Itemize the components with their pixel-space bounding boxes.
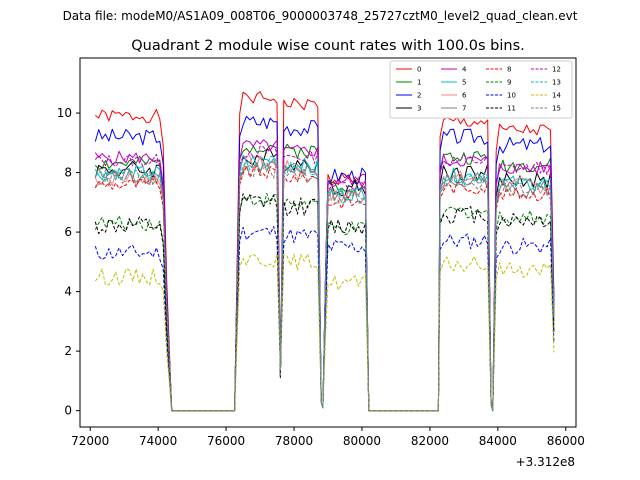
x-tick-label: 84000 bbox=[479, 434, 517, 448]
x-tick-label: 82000 bbox=[411, 434, 449, 448]
y-tick-label: 10 bbox=[57, 106, 72, 120]
legend-label-2: 2 bbox=[417, 92, 421, 100]
chart-title: Quadrant 2 module wise count rates with … bbox=[131, 38, 525, 54]
x-tick-label: 76000 bbox=[207, 434, 245, 448]
series-line-14 bbox=[94, 253, 555, 412]
legend-label-0: 0 bbox=[417, 66, 421, 74]
data-file-header: Data file: modeM0/AS1A09_008T06_90000037… bbox=[63, 9, 578, 23]
y-tick-label: 6 bbox=[64, 225, 72, 239]
x-tick-label: 86000 bbox=[547, 434, 585, 448]
legend-label-6: 6 bbox=[462, 92, 467, 100]
legend-label-11: 11 bbox=[507, 105, 516, 113]
legend-label-1: 1 bbox=[417, 79, 421, 87]
x-offset-label: +3.312e8 bbox=[516, 455, 575, 469]
y-tick-label: 2 bbox=[64, 344, 72, 358]
x-tick-label: 74000 bbox=[139, 434, 177, 448]
series-layer bbox=[94, 91, 555, 412]
legend-label-5: 5 bbox=[462, 79, 466, 87]
legend-label-13: 13 bbox=[552, 79, 561, 87]
series-line-12 bbox=[94, 145, 555, 412]
y-tick-label: 8 bbox=[64, 166, 72, 180]
legend-box bbox=[389, 60, 573, 119]
y-tick-label: 4 bbox=[64, 285, 72, 299]
y-axis: 0 2 4 6 8 10 bbox=[57, 106, 80, 418]
legend-label-10: 10 bbox=[507, 92, 516, 100]
legend-label-12: 12 bbox=[552, 66, 561, 74]
legend-label-14: 14 bbox=[552, 92, 561, 100]
x-axis: 72000 74000 76000 78000 80000 82000 84000 86000 bbox=[71, 427, 585, 448]
y-tick-label: 0 bbox=[64, 404, 72, 418]
legend-label-7: 7 bbox=[462, 105, 466, 113]
legend-label-9: 9 bbox=[507, 79, 511, 87]
legend-label-4: 4 bbox=[462, 66, 467, 74]
legend-label-15: 15 bbox=[552, 105, 561, 113]
axes-frame bbox=[79, 57, 577, 428]
x-tick-label: 80000 bbox=[343, 434, 381, 448]
x-tick-label: 72000 bbox=[71, 434, 109, 448]
plot-area bbox=[79, 57, 577, 428]
x-tick-label: 78000 bbox=[275, 434, 313, 448]
legend-label-8: 8 bbox=[507, 66, 511, 74]
legend-label-3: 3 bbox=[417, 105, 421, 113]
series-line-10 bbox=[94, 226, 555, 412]
